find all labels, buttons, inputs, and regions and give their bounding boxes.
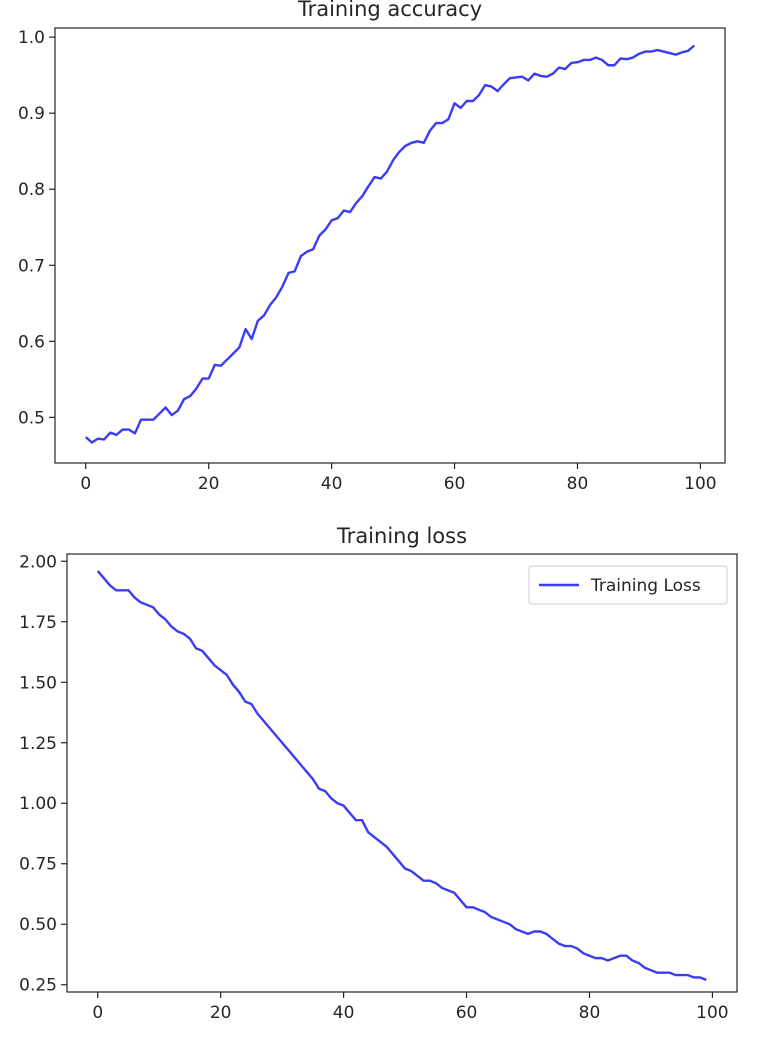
y-tick-label: 0.5 xyxy=(18,408,45,428)
y-tick-label: 0.50 xyxy=(19,915,57,935)
y-tick-label: 0.75 xyxy=(19,855,57,875)
accuracy-plot: Training accuracy 0 20 40 60 80 100 0.5 0.6 0.7 0.… xyxy=(18,0,726,494)
y-tick-label: 1.25 xyxy=(19,734,57,754)
y-tick-label: 1.50 xyxy=(19,673,57,693)
y-tick-label: 2.00 xyxy=(19,552,57,572)
y-tick-label: 1.0 xyxy=(18,28,45,48)
x-tick-label: 20 xyxy=(210,1003,232,1023)
x-tick-label: 20 xyxy=(198,474,220,494)
series-line xyxy=(84,44,696,444)
axes-frame xyxy=(54,27,726,464)
x-tick-label: 40 xyxy=(333,1003,355,1023)
x-tick-label: 80 xyxy=(567,474,589,494)
chart-title: Training loss xyxy=(336,524,467,548)
x-tick-label: 60 xyxy=(444,474,466,494)
x-tick-label: 100 xyxy=(696,1003,728,1023)
series-line xyxy=(96,570,707,982)
x-tick-label: 100 xyxy=(684,474,716,494)
y-tick-label: 0.6 xyxy=(18,332,45,352)
legend-label: Training Loss xyxy=(590,576,701,596)
chart-title: Training accuracy xyxy=(297,0,482,21)
loss-plot: Training loss 0 20 40 60 80 100 0.25 0.50 0.75 1.0… xyxy=(19,524,738,1023)
legend-box xyxy=(528,565,728,605)
y-tick-label: 0.8 xyxy=(18,180,45,200)
x-tick-label: 0 xyxy=(80,474,91,494)
axes-frame xyxy=(66,553,738,993)
y-tick-label: 1.75 xyxy=(19,613,57,633)
y-tick-label: 0.7 xyxy=(18,256,45,276)
y-tick-label: 0.9 xyxy=(18,104,45,124)
y-tick-label: 1.00 xyxy=(19,794,57,814)
y-tick-label: 0.25 xyxy=(19,976,57,996)
x-tick-label: 60 xyxy=(456,1003,478,1023)
x-tick-label: 0 xyxy=(92,1003,103,1023)
legend: Training Loss xyxy=(528,565,728,605)
x-tick-label: 80 xyxy=(579,1003,601,1023)
x-tick-label: 40 xyxy=(321,474,343,494)
